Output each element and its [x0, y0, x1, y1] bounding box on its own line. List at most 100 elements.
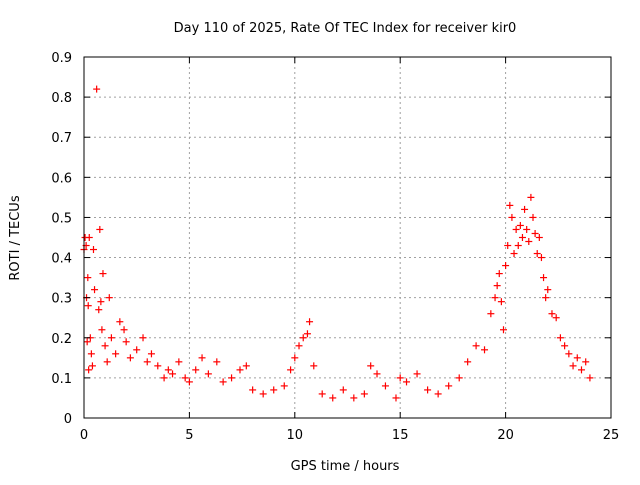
- data-point: [103, 358, 111, 366]
- data-point: [120, 326, 128, 334]
- data-point: [506, 201, 514, 209]
- y-tick-label: 0.6: [51, 171, 72, 186]
- data-point: [512, 225, 520, 233]
- data-point: [175, 358, 183, 366]
- x-tick-label: 15: [392, 428, 409, 443]
- data-point: [495, 270, 503, 278]
- data-point: [521, 205, 529, 213]
- data-point: [107, 334, 115, 342]
- data-point: [98, 326, 106, 334]
- data-point: [112, 350, 120, 358]
- data-point: [413, 370, 421, 378]
- data-point: [259, 390, 267, 398]
- data-point: [85, 234, 93, 241]
- data-point: [249, 386, 257, 394]
- y-tick-label: 0.4: [51, 252, 72, 267]
- data-point: [303, 330, 311, 338]
- data-point: [228, 374, 236, 382]
- data-point: [306, 318, 314, 326]
- data-point: [270, 386, 278, 394]
- data-point: [518, 234, 526, 241]
- data-point: [96, 225, 104, 233]
- data-point: [514, 242, 522, 250]
- data-point: [126, 354, 134, 362]
- axis-ticks: 0 5 10 15 20 25 0 0.1 0.2 0.3 0.4 0.5 0.6 0.7 0.8 0.9: [51, 51, 619, 443]
- y-tick-label: 0.3: [51, 292, 72, 307]
- data-point: [93, 85, 101, 93]
- data-point: [185, 378, 193, 386]
- data-point: [204, 370, 212, 378]
- x-tick-label: 25: [603, 428, 620, 443]
- data-point: [133, 346, 141, 354]
- data-point: [350, 394, 358, 402]
- data-point: [527, 193, 535, 201]
- data-point: [586, 374, 594, 382]
- data-point: [523, 225, 531, 233]
- data-point: [542, 294, 550, 302]
- data-point: [577, 366, 585, 374]
- data-point: [508, 213, 516, 221]
- data-point: [84, 274, 92, 282]
- data-point: [95, 306, 103, 314]
- data-point: [192, 366, 200, 374]
- data-point: [318, 390, 326, 398]
- data-point: [533, 250, 541, 258]
- data-point: [403, 378, 411, 386]
- data-point: [287, 366, 295, 374]
- data-point: [529, 213, 537, 221]
- data-point: [472, 342, 480, 350]
- data-point: [85, 366, 93, 374]
- data-point: [360, 390, 368, 398]
- y-tick-label: 0.5: [51, 211, 72, 226]
- data-point: [339, 386, 347, 394]
- data-point: [97, 298, 105, 306]
- data-point: [83, 338, 91, 346]
- y-tick-label: 0.8: [51, 91, 72, 106]
- x-tick-label: 5: [185, 428, 193, 443]
- data-point: [531, 229, 539, 237]
- data-point: [455, 374, 463, 382]
- data-point: [565, 350, 573, 358]
- data-point: [556, 334, 564, 342]
- data-point: [525, 238, 533, 246]
- data-point: [84, 302, 92, 310]
- data-point: [89, 246, 97, 254]
- data-point: [510, 250, 518, 258]
- data-point: [392, 394, 400, 402]
- data-point: [561, 342, 569, 350]
- data-point: [101, 342, 109, 350]
- data-point: [544, 286, 552, 294]
- data-point: [242, 362, 250, 370]
- x-tick-label: 0: [80, 428, 88, 443]
- data-point: [552, 314, 560, 322]
- data-point: [502, 262, 510, 270]
- x-tick-label: 20: [497, 428, 514, 443]
- data-point: [122, 338, 130, 346]
- plot-frame: [83, 56, 612, 419]
- data-point: [548, 310, 556, 318]
- data-point: [516, 221, 524, 229]
- x-axis-label: GPS time / hours: [291, 459, 400, 474]
- data-point: [487, 310, 495, 318]
- data-point: [181, 374, 189, 382]
- y-tick-label: 0.7: [51, 131, 72, 146]
- data-point: [573, 354, 581, 362]
- data-point: [154, 362, 162, 370]
- data-point: [535, 234, 543, 241]
- data-point: [88, 362, 96, 370]
- y-tick-label: 0.9: [51, 51, 72, 66]
- data-point: [295, 342, 303, 350]
- data-point: [481, 346, 489, 354]
- data-point: [537, 254, 545, 262]
- y-tick-label: 0.1: [51, 372, 72, 387]
- data-point: [160, 374, 168, 382]
- data-point: [540, 274, 548, 282]
- y-axis-label: ROTI / TECUs: [8, 195, 23, 280]
- data-point: [497, 298, 505, 306]
- data-point: [310, 362, 318, 370]
- data-point: [493, 282, 501, 290]
- data-point: [569, 362, 577, 370]
- data-point: [434, 390, 442, 398]
